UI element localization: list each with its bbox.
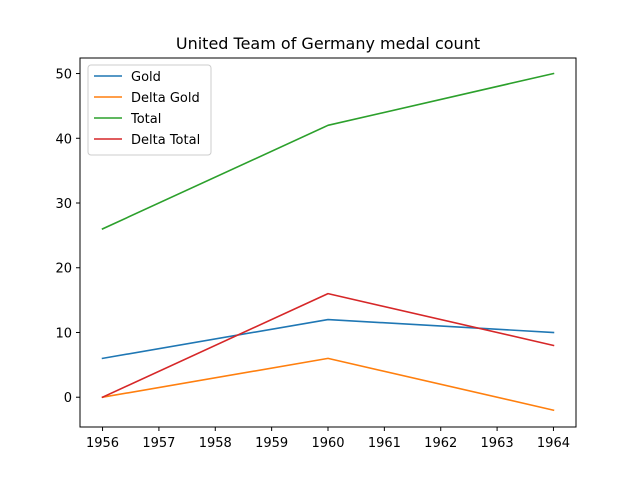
x-tick-label: 1963	[481, 436, 514, 451]
legend-label: Gold	[131, 70, 161, 85]
series-line-delta-gold	[101, 357, 555, 412]
series-line-gold	[101, 318, 555, 360]
legend-label: Delta Gold	[131, 91, 200, 106]
legend-label: Total	[130, 112, 161, 127]
legend: Gold Delta Gold Total Delta Total	[87, 64, 212, 156]
y-tick-label: 10	[55, 326, 72, 341]
legend-box	[87, 64, 212, 156]
y-tick-label: 20	[55, 262, 72, 277]
series-line-total	[101, 72, 555, 230]
x-tick-label: 1956	[86, 436, 119, 451]
x-tick-label: 1958	[199, 436, 232, 451]
x-tick-label: 1959	[255, 436, 288, 451]
x-tick-label: 1957	[142, 436, 175, 451]
plot-lines	[101, 72, 555, 412]
y-tick-label: 40	[55, 132, 72, 147]
x-tick-label: 1960	[311, 436, 344, 451]
series-line-delta-total	[101, 292, 555, 399]
chart-title: United Team of Germany medal count	[176, 34, 480, 53]
x-axis: 1956 1957 1958 1959 1960 1961 1962 1963 1964	[86, 427, 570, 451]
y-axis: 0 10 20 30 40 50	[55, 68, 80, 406]
legend-label: Delta Total	[131, 133, 200, 148]
x-tick-label: 1961	[368, 436, 401, 451]
x-tick-label: 1962	[424, 436, 457, 451]
y-tick-label: 30	[55, 197, 72, 212]
y-tick-label: 50	[55, 68, 72, 83]
x-tick-label: 1964	[537, 436, 570, 451]
y-tick-label: 0	[64, 391, 72, 406]
